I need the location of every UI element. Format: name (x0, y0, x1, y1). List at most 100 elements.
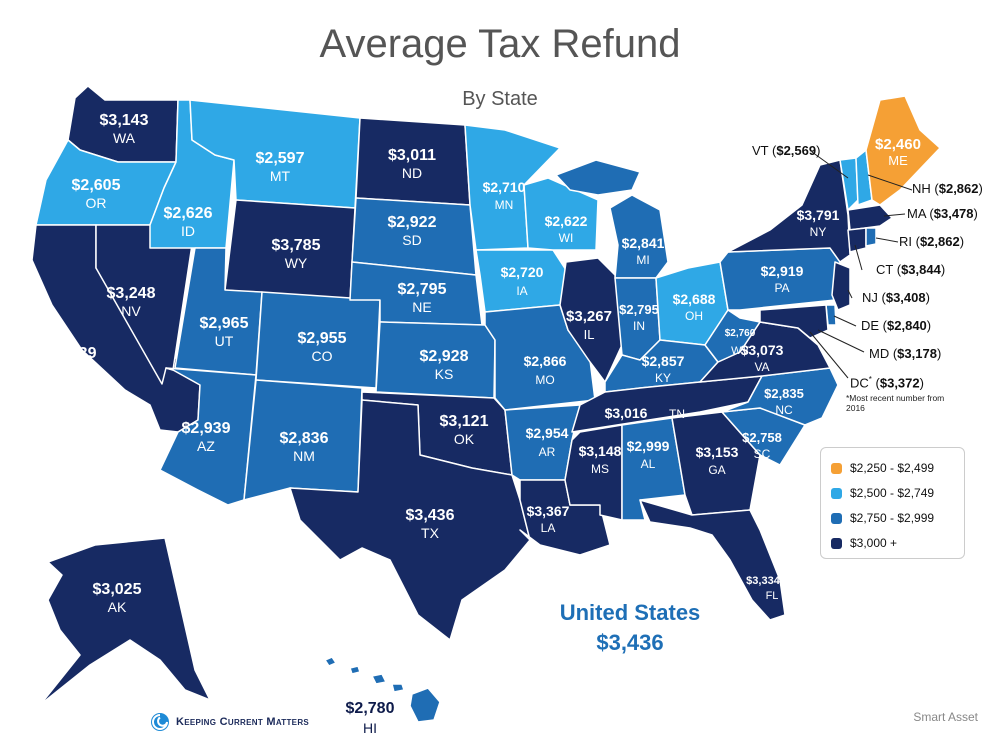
label-abbr-WI: WI (559, 231, 574, 245)
state-RI (865, 227, 877, 247)
callout-CT: CT ($3,844) (876, 262, 946, 277)
label-abbr-UT: UT (215, 333, 234, 349)
callout-DE: DE ($2,840) (861, 318, 932, 333)
state-MI (609, 194, 669, 279)
label-amount-AR: $2,954 (526, 425, 569, 441)
label-abbr-CO: CO (312, 348, 333, 364)
label-abbr-GA: GA (708, 463, 725, 477)
label-amount-PA: $2,919 (761, 263, 804, 279)
state-FL (639, 499, 786, 621)
leader-lines (809, 151, 913, 379)
label-amount-WV: $2,760 (725, 328, 756, 339)
label-amount-OK: $3,121 (440, 413, 489, 430)
dc-footnote: *Most recent number from 2016 (846, 393, 945, 413)
label-abbr-ND: ND (402, 165, 422, 181)
source-credit: Smart Asset (913, 710, 978, 724)
legend-swatch (831, 512, 842, 524)
label-amount-HI: $2,780 (345, 700, 395, 717)
label-amount-NY: $3,791 (797, 207, 840, 223)
label-amount-ID: $2,626 (164, 205, 213, 222)
brand-logo: Keeping Current Matters (150, 712, 309, 732)
national-label: United States (559, 600, 701, 625)
label-amount-ND: $3,011 (388, 147, 436, 164)
label-abbr-SD: SD (402, 232, 421, 248)
label-abbr-AL: AL (641, 457, 656, 471)
label-amount-CO: $2,955 (298, 330, 347, 347)
label-abbr-KY: KY (655, 371, 671, 385)
label-amount-NC: $2,835 (764, 386, 804, 401)
map-title: Average Tax Refund (319, 22, 681, 66)
callout-MD: MD ($3,178) (869, 346, 942, 361)
label-amount-ME: $2,460 (875, 136, 921, 153)
callout-RI: RI ($2,862) (899, 234, 965, 249)
map-subtitle: By State (462, 88, 538, 110)
callout-VT: VT ($2,569) (752, 143, 821, 158)
state-IA (475, 249, 567, 313)
label-abbr-NE: NE (412, 299, 431, 315)
state-MD (759, 304, 829, 339)
callout-NJ: NJ ($3,408) (862, 290, 930, 305)
label-abbr-MN: MN (495, 198, 514, 212)
label-amount-NE: $2,795 (398, 281, 447, 298)
label-abbr-MO: MO (535, 373, 554, 387)
label-abbr-WA: WA (113, 130, 136, 146)
label-abbr-AR: AR (539, 445, 556, 459)
label-amount-TX: $3,436 (406, 507, 455, 524)
label-abbr-IA: IA (516, 284, 527, 298)
label-amount-LA: $3,367 (527, 503, 570, 519)
legend-item: $2,500 - $2,749 (831, 482, 964, 504)
label-amount-KY: $2,857 (642, 353, 685, 369)
label-abbr-IL: IL (584, 327, 595, 342)
state-ME (865, 95, 941, 206)
label-abbr-WV: WV (731, 345, 749, 357)
label-abbr-VA: VA (754, 360, 769, 374)
legend-item: $2,750 - $2,999 (831, 507, 964, 529)
state-labels: $3,143 WA $2,605 OR $3,439 CA $3,248 NV … (48, 112, 921, 615)
label-abbr-WY: WY (285, 255, 308, 271)
state-AK (39, 537, 211, 706)
callout-DC: DC* ($3,372) (850, 375, 924, 391)
label-abbr-SC: SC (754, 447, 771, 461)
label-amount-NV: $3,248 (107, 285, 156, 302)
state-MI-upper (555, 159, 641, 196)
label-abbr-NC: NC (775, 403, 793, 417)
label-abbr-HI: HI (363, 720, 377, 736)
label-amount-WI: $2,622 (545, 213, 588, 229)
label-abbr-PA: PA (774, 281, 789, 295)
label-amount-AL: $2,999 (627, 438, 670, 454)
label-amount-NM: $2,836 (280, 430, 329, 447)
label-amount-CA: $3,439 (48, 345, 97, 362)
label-abbr-TN: TN (669, 407, 685, 421)
label-amount-IA: $2,720 (501, 264, 544, 280)
label-abbr-FL: FL (766, 590, 779, 602)
label-abbr-LA: LA (541, 521, 556, 535)
legend-item: $2,250 - $2,499 (831, 457, 964, 479)
label-amount-MO: $2,866 (524, 353, 567, 369)
label-amount-IL: $3,267 (566, 308, 612, 325)
label-amount-UT: $2,965 (200, 315, 249, 332)
legend-label: $2,250 - $2,499 (850, 461, 935, 475)
legend-label: $2,750 - $2,999 (850, 511, 935, 525)
label-amount-KS: $2,928 (420, 348, 469, 365)
legend-swatch (831, 462, 842, 474)
label-amount-WY: $3,785 (272, 237, 321, 254)
label-abbr-AZ: AZ (197, 438, 215, 454)
brand-name: Keeping Current Matters (176, 716, 310, 728)
legend-label: $3,000 + (850, 536, 898, 550)
label-abbr-NM: NM (293, 448, 315, 464)
state-TX (289, 399, 531, 641)
label-amount-WA: $3,143 (100, 112, 149, 129)
state-NJ (831, 261, 851, 311)
legend-swatch (831, 537, 842, 549)
label-abbr-OR: OR (86, 195, 107, 211)
label-amount-MN: $2,710 (483, 179, 526, 195)
label-amount-OR: $2,605 (72, 177, 121, 194)
legend-swatch (831, 487, 842, 499)
label-amount-FL: $3,334 (746, 575, 781, 587)
label-abbr-NY: NY (810, 225, 827, 239)
label-amount-VA: $3,073 (741, 342, 784, 358)
callout-NH: NH ($2,862) (912, 181, 983, 196)
label-abbr-NV: NV (121, 303, 141, 319)
legend-label: $2,500 - $2,749 (850, 486, 935, 500)
label-amount-AZ: $2,939 (182, 420, 231, 437)
